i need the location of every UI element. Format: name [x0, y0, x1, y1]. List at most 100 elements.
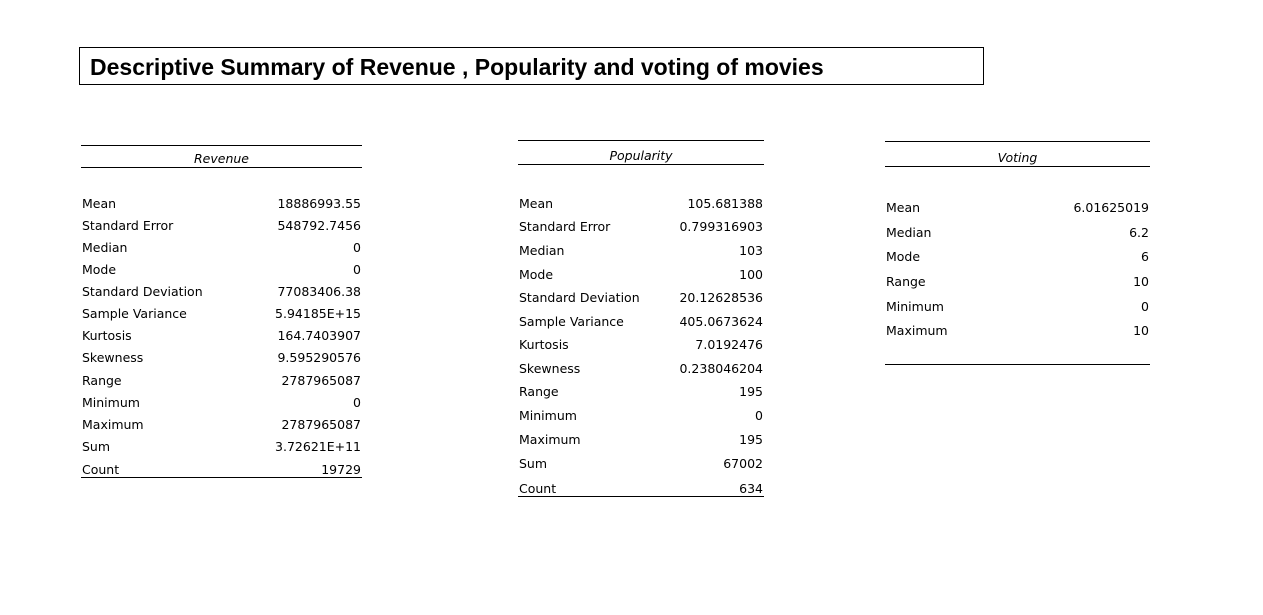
table-row: Standard Deviation 20.12628536	[518, 288, 764, 306]
row-value: 0	[755, 407, 763, 423]
row-label: Mode	[519, 266, 554, 282]
table-row: Maximum 10	[885, 321, 1150, 339]
table-row: Maximum 195	[518, 430, 764, 448]
row-label: Standard Deviation	[82, 283, 203, 299]
row-label: Median	[886, 224, 932, 240]
row-value: 195	[739, 383, 763, 399]
row-label: Sum	[82, 438, 111, 454]
row-value: 5.94185E+15	[275, 305, 361, 321]
table-row: Mode 100	[518, 265, 764, 283]
popularity-table-header: Popularity	[518, 140, 764, 165]
row-label: Median	[82, 239, 128, 255]
row-label: Standard Deviation	[519, 289, 640, 305]
row-value: 634	[739, 480, 763, 496]
row-label: Count	[519, 480, 557, 496]
row-value: 19729	[321, 461, 361, 477]
row-label: Range	[82, 372, 122, 388]
table-row: Count 634	[518, 479, 764, 497]
row-value: 0.799316903	[679, 218, 763, 234]
table-row: Sum 3.72621E+11	[81, 437, 362, 455]
table-row: Median 0	[81, 238, 362, 256]
row-label: Minimum	[886, 298, 944, 314]
row-value: 18886993.55	[277, 195, 361, 211]
table-row: Standard Deviation 77083406.38	[81, 282, 362, 300]
row-value: 105.681388	[687, 195, 763, 211]
table-row: Minimum 0	[81, 393, 362, 411]
voting-table: Voting Mean 6.01625019 Median 6.2 Mode 6…	[885, 141, 1150, 367]
table-row: Standard Error 548792.7456	[81, 216, 362, 234]
row-value: 405.0673624	[679, 313, 763, 329]
table-bottom-rule	[518, 496, 764, 497]
row-value: 103	[739, 242, 763, 258]
row-value: 6	[1141, 248, 1149, 264]
row-value: 20.12628536	[679, 289, 763, 305]
table-row: Skewness 0.238046204	[518, 359, 764, 377]
table-row: Mean 18886993.55	[81, 194, 362, 212]
table-row: Standard Error 0.799316903	[518, 217, 764, 235]
row-value: 6.2	[1129, 224, 1149, 240]
row-value: 9.595290576	[277, 349, 361, 365]
row-value: 0.238046204	[679, 360, 763, 376]
row-label: Minimum	[519, 407, 577, 423]
row-label: Mean	[886, 199, 921, 215]
row-label: Kurtosis	[519, 336, 569, 352]
row-value: 2787965087	[281, 416, 361, 432]
row-label: Sum	[519, 455, 548, 471]
row-label: Maximum	[82, 416, 144, 432]
row-value: 7.0192476	[695, 336, 763, 352]
row-value: 10	[1133, 273, 1149, 289]
row-value: 3.72621E+11	[275, 438, 361, 454]
table-row: Range 2787965087	[81, 371, 362, 389]
row-value: 0	[1141, 298, 1149, 314]
table-row: Minimum 0	[885, 297, 1150, 315]
voting-table-header: Voting	[885, 141, 1150, 167]
table-row: Maximum 2787965087	[81, 415, 362, 433]
table-row: Range 195	[518, 382, 764, 400]
table-row: Mean 6.01625019	[885, 198, 1150, 216]
table-row: Count 19729	[81, 460, 362, 478]
table-row: Skewness 9.595290576	[81, 348, 362, 366]
row-value: 100	[739, 266, 763, 282]
table-row: Sample Variance 405.0673624	[518, 312, 764, 330]
row-label: Kurtosis	[82, 327, 132, 343]
row-value: 2787965087	[281, 372, 361, 388]
row-label: Sample Variance	[519, 313, 624, 329]
row-value: 195	[739, 431, 763, 447]
row-label: Mode	[82, 261, 117, 277]
table-bottom-rule	[81, 477, 362, 478]
table-row: Mode 6	[885, 247, 1150, 265]
row-label: Maximum	[886, 322, 948, 338]
table-row: Mode 0	[81, 260, 362, 278]
row-label: Sample Variance	[82, 305, 187, 321]
row-label: Mean	[519, 195, 554, 211]
row-label: Mode	[886, 248, 921, 264]
table-row: Sample Variance 5.94185E+15	[81, 304, 362, 322]
row-value: 10	[1133, 322, 1149, 338]
row-value: 0	[353, 239, 361, 255]
row-label: Minimum	[82, 394, 140, 410]
row-label: Maximum	[519, 431, 581, 447]
row-label: Range	[886, 273, 926, 289]
row-label: Range	[519, 383, 559, 399]
row-label: Mean	[82, 195, 117, 211]
row-value: 77083406.38	[277, 283, 361, 299]
revenue-table: Revenue Mean 18886993.55 Standard Error …	[81, 145, 362, 480]
table-row: Minimum 0	[518, 406, 764, 424]
page-title: Descriptive Summary of Revenue , Popular…	[90, 54, 824, 80]
row-value: 164.7403907	[277, 327, 361, 343]
table-row: Kurtosis 7.0192476	[518, 335, 764, 353]
table-row: Sum 67002	[518, 454, 764, 472]
table-row: Mean 105.681388	[518, 194, 764, 212]
row-label: Standard Error	[519, 218, 611, 234]
row-value: 6.01625019	[1073, 199, 1149, 215]
table-row: Median 6.2	[885, 223, 1150, 241]
revenue-table-header: Revenue	[81, 145, 362, 168]
row-value: 0	[353, 394, 361, 410]
row-label: Standard Error	[82, 217, 174, 233]
row-value: 548792.7456	[277, 217, 361, 233]
row-label: Median	[519, 242, 565, 258]
row-label: Skewness	[519, 360, 581, 376]
table-row: Range 10	[885, 272, 1150, 290]
row-value: 0	[353, 261, 361, 277]
row-value: 67002	[723, 455, 763, 471]
